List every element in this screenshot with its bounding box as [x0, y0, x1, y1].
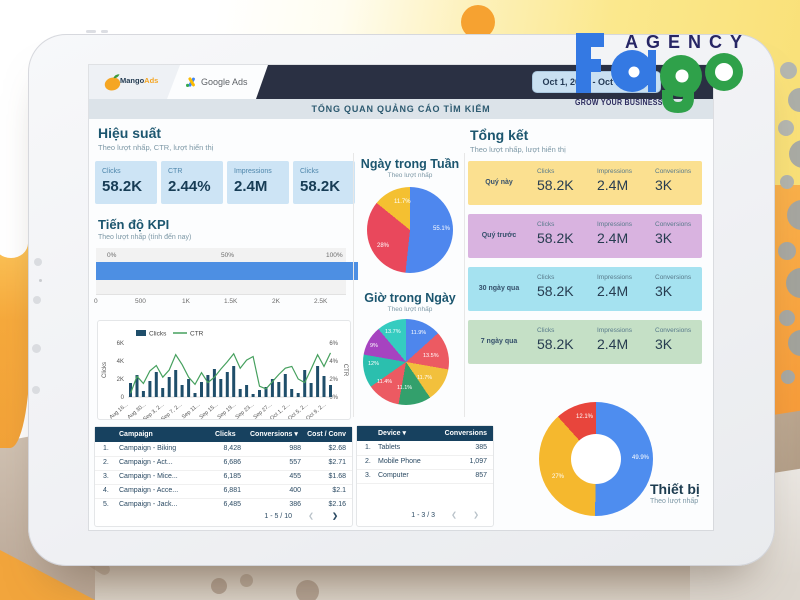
svg-text:4%: 4% [329, 359, 338, 365]
svg-text:0%: 0% [329, 395, 338, 401]
svg-text:0: 0 [121, 395, 125, 401]
svg-text:2K: 2K [117, 377, 124, 383]
svg-text:2%: 2% [329, 377, 338, 383]
svg-text:4K: 4K [117, 359, 124, 365]
svg-text:6K: 6K [117, 341, 124, 347]
svg-text:6%: 6% [329, 341, 338, 347]
svg-text:Clicks: Clicks [102, 362, 108, 378]
svg-text:Oct 9, 2...: Oct 9, 2... [305, 402, 327, 419]
svg-text:Clicks: Clicks [149, 331, 167, 338]
svg-text:CTR: CTR [342, 364, 348, 377]
svg-text:CTR: CTR [190, 331, 204, 338]
